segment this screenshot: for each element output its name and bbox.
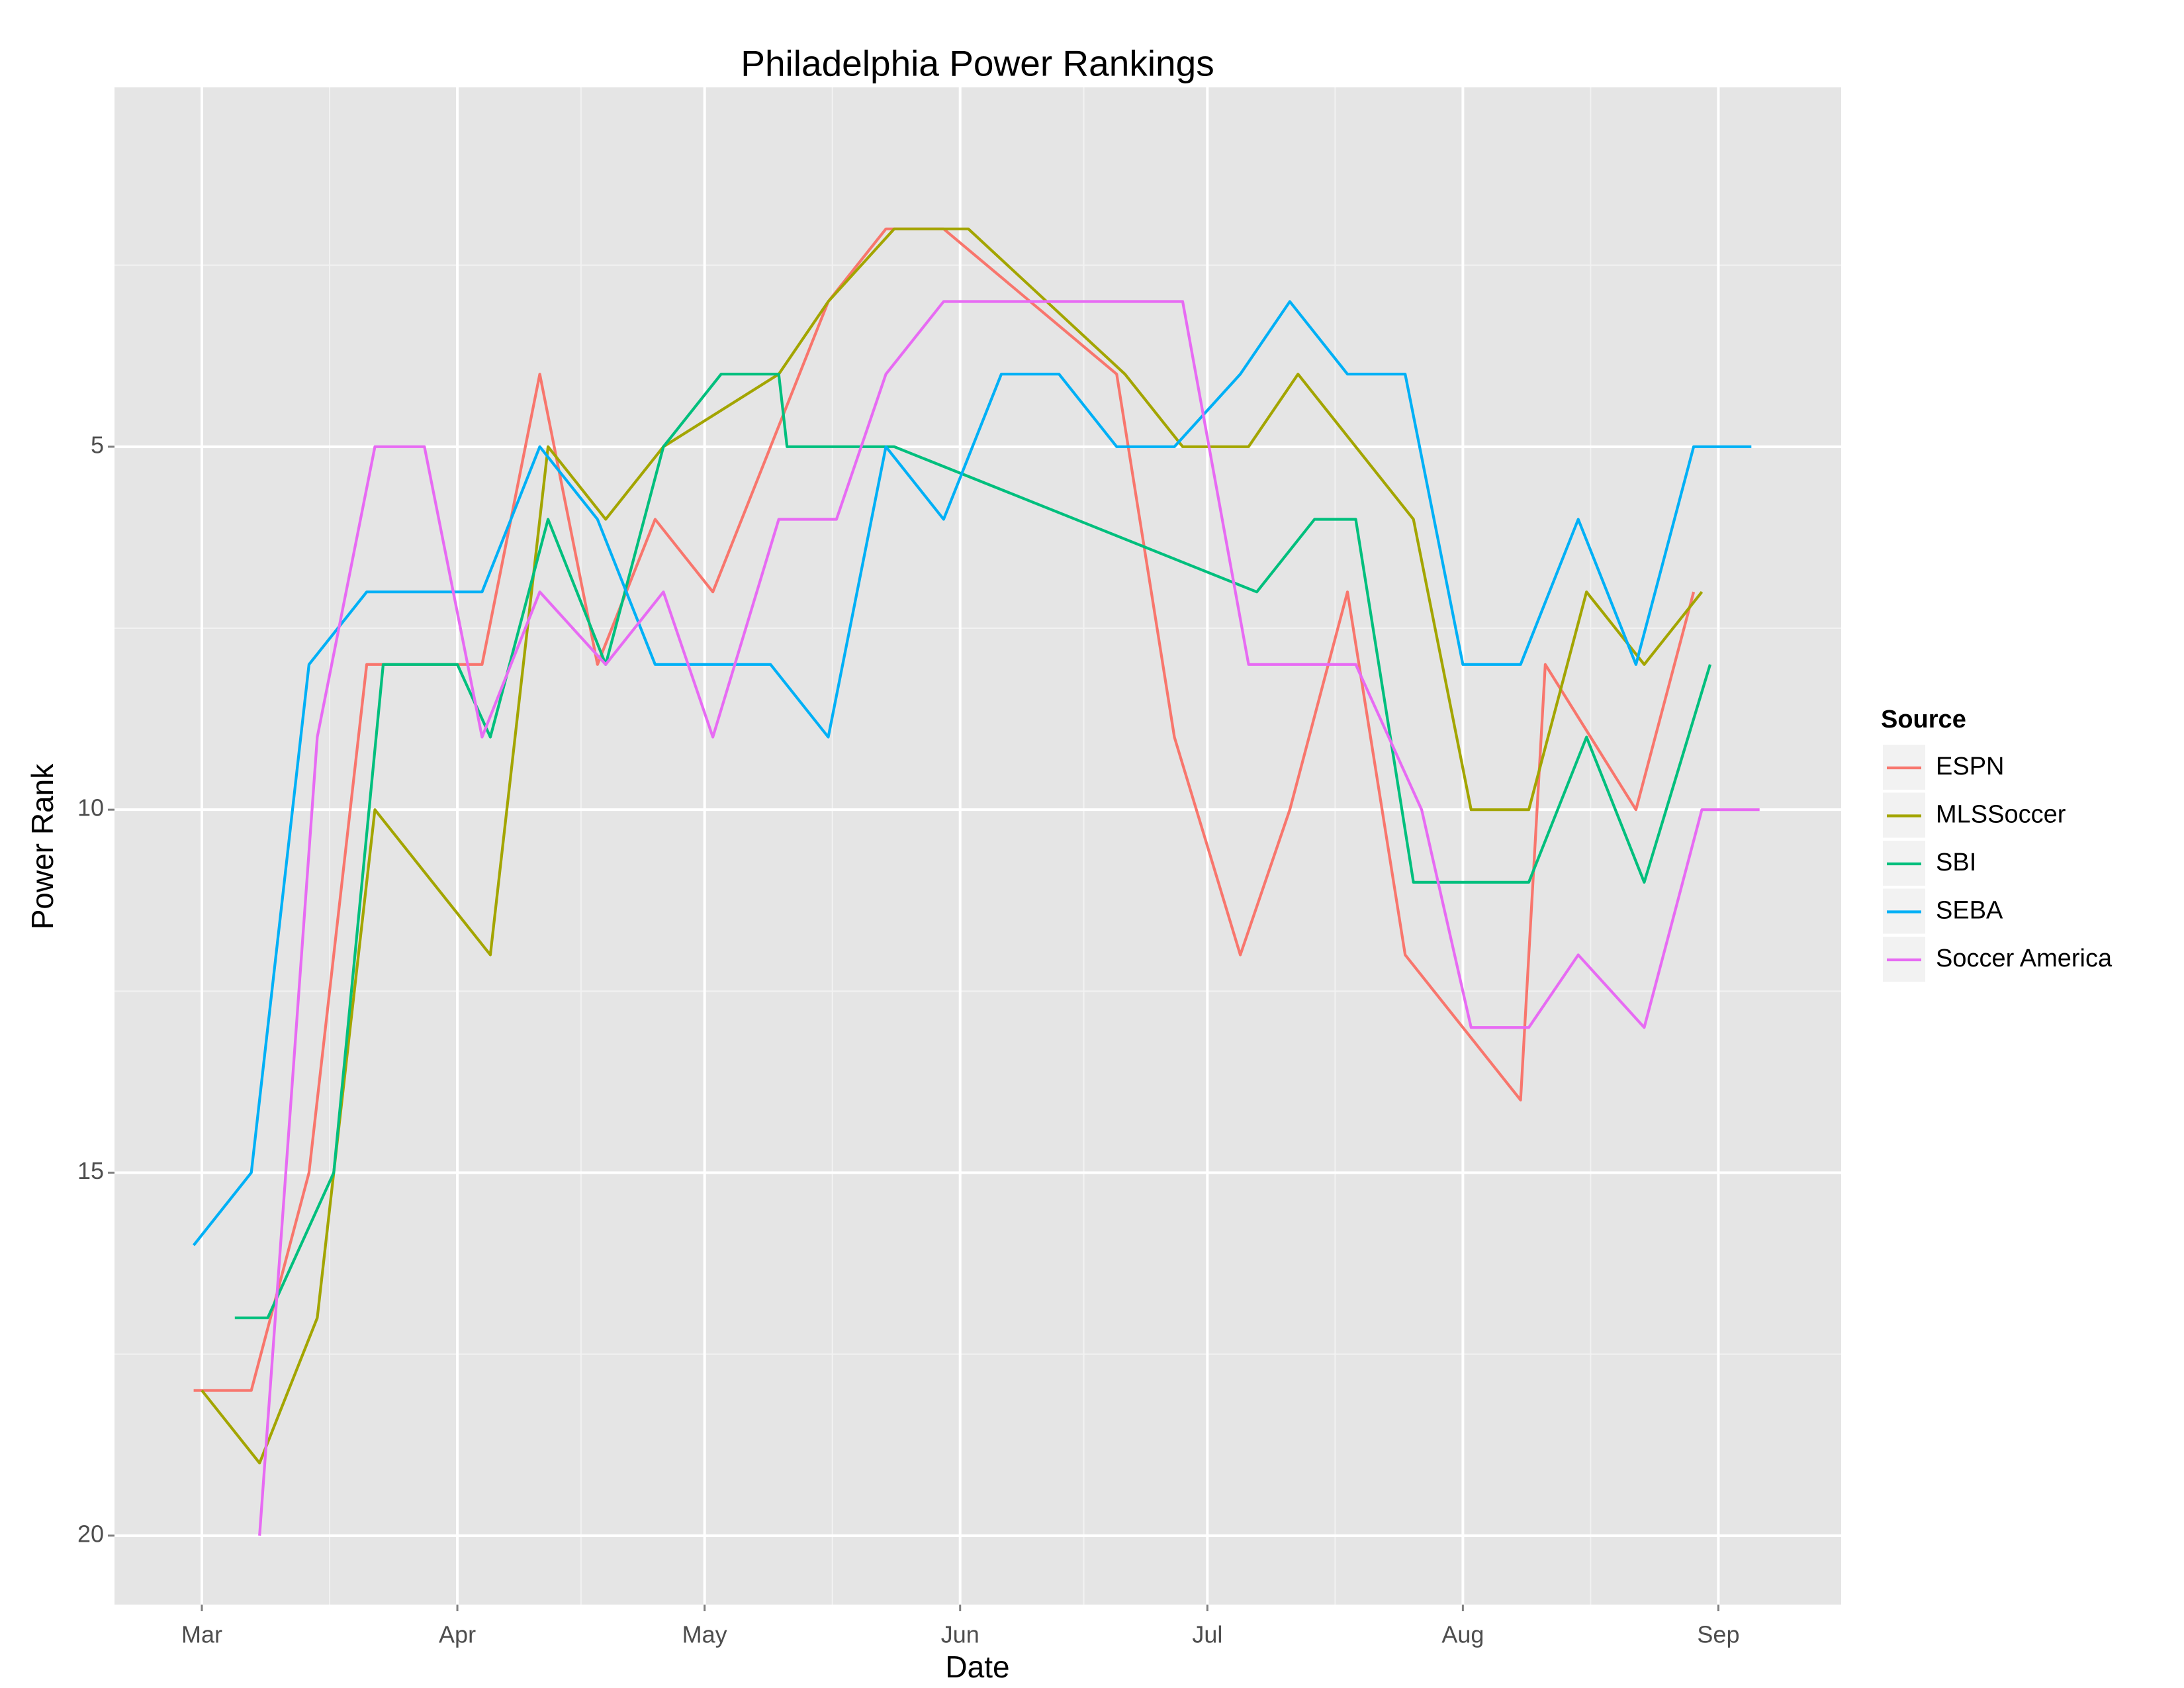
y-axis-label: Power Rank	[25, 763, 60, 930]
legend-label: MLSSoccer	[1936, 801, 2066, 829]
series-line	[234, 373, 1712, 1319]
legend-label: ESPN	[1936, 753, 2004, 780]
x-tick-label: Aug	[1441, 1621, 1484, 1648]
y-tick-label: 15	[77, 1157, 104, 1184]
x-axis-label: Date	[945, 1650, 1009, 1684]
legend-label: Soccer America	[1936, 945, 2113, 972]
x-tick-label: Mar	[181, 1621, 222, 1648]
x-tick-label: Jul	[1192, 1621, 1222, 1648]
x-tick-label: Jun	[941, 1621, 979, 1648]
legend-title: Source	[1881, 706, 1966, 733]
legend-label: SEBA	[1936, 897, 2003, 925]
y-tick-label: 5	[91, 431, 104, 458]
chart-title: Philadelphia Power Rankings	[741, 43, 1214, 84]
plot-area	[114, 87, 1841, 1605]
y-tick-label: 10	[77, 794, 104, 821]
x-tick-label: Sep	[1697, 1621, 1739, 1648]
series-line	[192, 300, 1752, 1246]
y-tick-label: 20	[77, 1520, 104, 1547]
series-line	[201, 227, 1704, 1465]
x-tick-label: May	[682, 1621, 727, 1648]
panel-background	[114, 87, 1841, 1605]
legend-label: SBI	[1936, 849, 1976, 876]
series-line	[258, 300, 1760, 1536]
x-tick-label: Apr	[439, 1621, 476, 1648]
